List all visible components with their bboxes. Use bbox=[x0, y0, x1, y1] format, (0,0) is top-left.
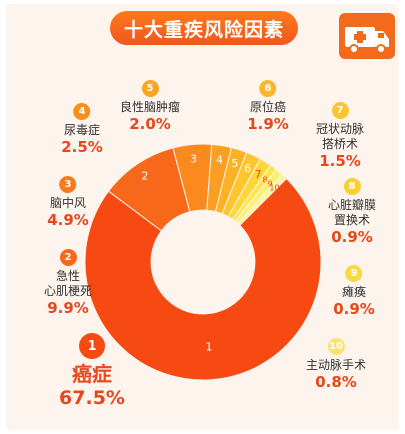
label-name: 良性脑肿瘤 bbox=[119, 100, 181, 114]
slice-10 bbox=[236, 173, 288, 226]
label-name: 尿毒症 bbox=[63, 123, 101, 137]
label-name: 癌症 bbox=[71, 362, 112, 386]
slice-number-3: 3 bbox=[190, 152, 197, 165]
number-badge: 8 bbox=[343, 178, 361, 195]
slice-number-7: 7 bbox=[255, 168, 262, 181]
slice-number-9: 9 bbox=[268, 180, 273, 189]
number-badge: 5 bbox=[141, 80, 159, 97]
slice-number-10: 10 bbox=[269, 183, 279, 192]
number-badge: 4 bbox=[73, 103, 91, 120]
label-percent: 9.9% bbox=[47, 299, 89, 317]
label-percent: 0.9% bbox=[331, 228, 373, 246]
number-badge: 9 bbox=[345, 265, 363, 282]
label-10: 10 主动脉手术 0.8% bbox=[306, 338, 366, 392]
label-percent: 1.9% bbox=[247, 115, 289, 133]
label-name: 脑中风 bbox=[49, 196, 87, 210]
label-percent: 0.9% bbox=[333, 300, 375, 318]
label-1: 1 癌症 67.5% bbox=[59, 333, 125, 410]
label-name: 原位癌 bbox=[249, 100, 287, 114]
label-2: 2 急性 心肌梗死 9.9% bbox=[44, 249, 92, 318]
label-name: 置换术 bbox=[333, 213, 371, 227]
number-badge: 10 bbox=[327, 338, 345, 355]
label-name: 冠状动脉 bbox=[315, 122, 365, 136]
chart-title: 十大重疾风险因素 bbox=[110, 11, 298, 45]
label-percent: 2.5% bbox=[61, 138, 103, 156]
label-name: 急性 bbox=[55, 269, 81, 283]
label-3: 3 脑中风 4.9% bbox=[47, 176, 89, 230]
label-name: 主动脉手术 bbox=[305, 358, 367, 372]
number-badge: 6 bbox=[259, 80, 277, 97]
label-name: 瘫痪 bbox=[341, 285, 367, 299]
label-percent: 4.9% bbox=[47, 211, 89, 229]
label-6: 6 原位癌 1.9% bbox=[247, 80, 289, 134]
label-percent: 2.0% bbox=[129, 115, 171, 133]
number-badge: 1 bbox=[78, 333, 105, 359]
label-name: 搭桥术 bbox=[321, 137, 359, 151]
number-badge: 2 bbox=[59, 249, 77, 266]
label-percent: 1.5% bbox=[319, 152, 361, 170]
ambulance-icon bbox=[339, 13, 395, 59]
number-badge: 3 bbox=[59, 176, 77, 193]
slice-number-4: 4 bbox=[216, 153, 223, 166]
label-7: 7 冠状动脉 搭桥术 1.5% bbox=[316, 102, 364, 171]
label-percent: 67.5% bbox=[59, 387, 125, 409]
number-badge: 7 bbox=[331, 102, 349, 119]
slice-number-5: 5 bbox=[231, 157, 238, 170]
label-8: 8 心脏瓣膜 置换术 0.9% bbox=[328, 178, 376, 247]
slice-number-2: 2 bbox=[141, 170, 148, 183]
label-name: 心脏瓣膜 bbox=[327, 198, 377, 212]
label-4: 4 尿毒症 2.5% bbox=[61, 103, 103, 157]
label-percent: 0.8% bbox=[315, 373, 357, 391]
slice-1 bbox=[84, 177, 322, 381]
slice-number-1: 1 bbox=[206, 341, 213, 354]
label-5: 5 良性脑肿瘤 2.0% bbox=[120, 80, 180, 134]
label-9: 9 瘫痪 0.9% bbox=[333, 265, 375, 319]
label-name: 心肌梗死 bbox=[43, 284, 93, 298]
slice-number-6: 6 bbox=[244, 162, 251, 175]
slice-number-8: 8 bbox=[263, 176, 268, 185]
